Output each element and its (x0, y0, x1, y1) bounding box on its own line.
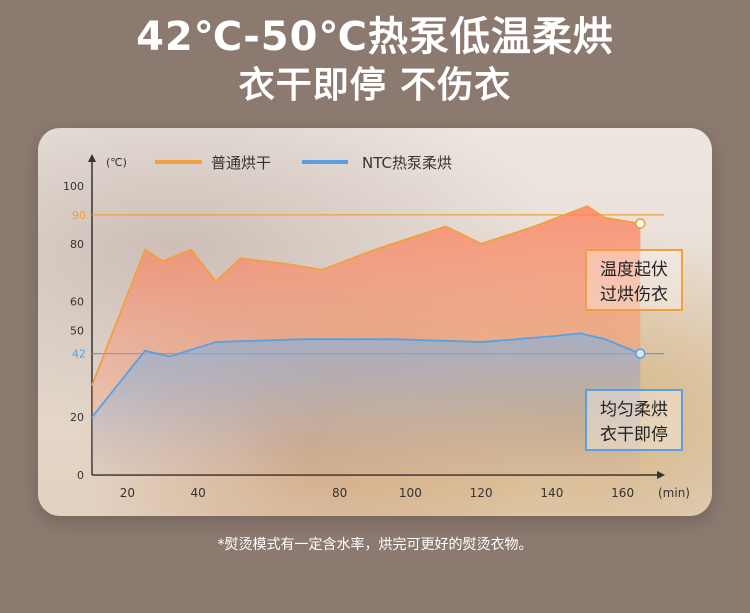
line-ntc (91, 332, 641, 418)
reference-label-42: 42 (72, 348, 86, 361)
annotation-box-ntc (585, 389, 683, 451)
annotation-box-ordinary (585, 249, 683, 311)
headline-line-2: 衣干即停 不伤衣 (238, 65, 512, 106)
annotation-ntc-line1: 均匀柔烘 (600, 400, 668, 420)
endpoint-ordinary (635, 218, 646, 229)
annotation-ordinary-line2: 过烘伤衣 (600, 285, 668, 305)
x-axis-arrow (657, 471, 665, 479)
legend-label-ntc: NTC热泵柔烘 (362, 154, 452, 172)
y-tick-label: 100 (63, 180, 84, 193)
reference-label-90: 90 (72, 209, 86, 222)
annotation-ordinary-line1: 温度起伏 (600, 260, 668, 280)
headline-line-1: 42℃-50℃热泵低温柔烘 (136, 14, 614, 60)
x-tick-label: 140 (540, 486, 563, 500)
y-tick-label: 80 (70, 238, 84, 251)
footnote: *熨烫模式有一定含水率，烘完可更好的熨烫衣物。 (217, 537, 533, 553)
y-tick-label: 0 (77, 469, 84, 482)
x-unit-label: (min) (658, 486, 690, 500)
y-tick-label: 50 (70, 325, 84, 338)
line-ordinary (91, 205, 641, 386)
chart-card: (℃) (min) 普通烘干 NTC热泵柔烘 90 42 0 20 50 60 80 10… (38, 128, 712, 516)
x-tick-label: 80 (332, 486, 347, 500)
annotation-ntc-line2: 衣干即停 (600, 425, 668, 445)
x-tick-label: 120 (470, 486, 493, 500)
legend-label-ordinary: 普通烘干 (211, 154, 271, 172)
x-tick-label: 160 (611, 486, 634, 500)
endpoint-ntc (635, 348, 646, 359)
y-unit-label: (℃) (106, 156, 127, 169)
x-tick-label: 40 (190, 486, 205, 500)
y-tick-label: 60 (70, 296, 84, 309)
y-tick-label: 20 (70, 411, 84, 424)
x-tick-label: 20 (120, 486, 135, 500)
area-ntc (92, 333, 641, 475)
x-tick-label: 100 (399, 486, 422, 500)
temperature-chart: (℃) (min) 普通烘干 NTC热泵柔烘 90 42 0 20 50 60 80 10… (63, 154, 690, 500)
y-axis-arrow (88, 154, 96, 162)
